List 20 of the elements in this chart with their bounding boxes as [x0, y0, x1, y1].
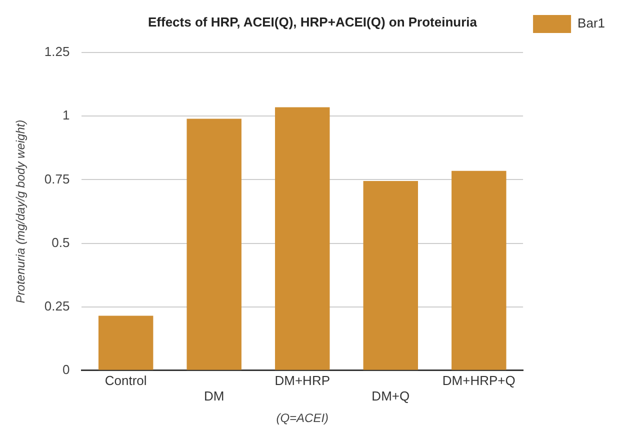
bar: [452, 170, 506, 370]
x-tick-label: DM: [204, 388, 224, 404]
y-tick-label: 0.5: [52, 234, 70, 250]
y-tick-label: 0: [62, 362, 70, 377]
x-tick-label: DM+HRP+Q: [442, 372, 516, 388]
y-tick-label: 0.75: [44, 171, 70, 186]
x-tick-label: DM+Q: [372, 388, 410, 404]
bar: [98, 316, 154, 370]
chart-title: Effects of HRP, ACEI(Q), HRP+ACEI(Q) on Proteinuria: [148, 14, 478, 30]
y-axis-title: Protenuria (mg/day/g body weight): [14, 120, 28, 304]
y-tick-label: 0.25: [44, 298, 70, 314]
bar: [275, 107, 330, 370]
x-tick-label: Control: [104, 372, 147, 388]
x-tick-label: DM+HRP: [274, 372, 330, 388]
y-tick-label: 1.25: [44, 44, 70, 60]
bar: [186, 118, 242, 370]
bar: [363, 180, 418, 370]
x-axis-title: (Q=ACEI): [276, 411, 329, 426]
y-tick-label: 1: [62, 108, 70, 123]
legend-label: Bar1: [578, 16, 606, 31]
